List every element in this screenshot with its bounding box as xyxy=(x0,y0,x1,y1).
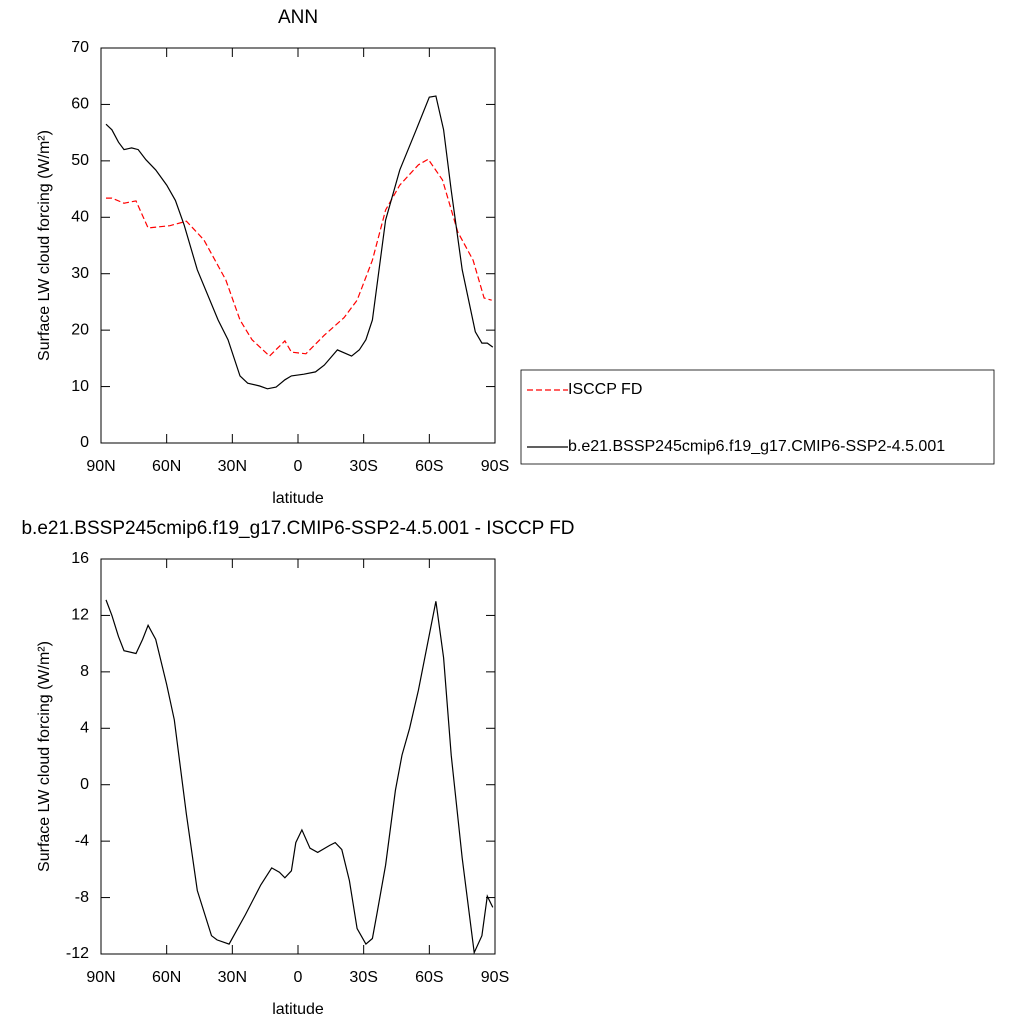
x-tick-label: 60N xyxy=(152,969,181,986)
y-tick-label: 20 xyxy=(71,321,89,338)
y-axis-label: Surface LW cloud forcing (W/m²) xyxy=(36,641,53,872)
y-tick-label: 12 xyxy=(71,607,89,624)
y-tick-label: 0 xyxy=(80,776,89,793)
legend-box xyxy=(520,369,995,465)
x-tick-label: 90N xyxy=(86,969,115,986)
x-axis-label: latitude xyxy=(272,490,324,507)
chart-title: b.e21.BSSP245cmip6.f19_g17.CMIP6-SSP2-4.… xyxy=(21,518,574,539)
x-tick-label: 60S xyxy=(415,969,443,986)
x-axis-label: latitude xyxy=(272,1001,324,1018)
y-tick-label: 10 xyxy=(71,378,89,395)
x-tick-label: 0 xyxy=(294,458,303,475)
data-line xyxy=(106,158,492,357)
x-tick-label: 90S xyxy=(481,969,509,986)
y-tick-label: -4 xyxy=(75,832,89,849)
y-tick-label: 16 xyxy=(71,550,89,567)
y-tick-label: -8 xyxy=(75,889,89,906)
x-tick-label: 30N xyxy=(218,458,247,475)
y-tick-label: 70 xyxy=(71,39,89,56)
x-tick-label: 60S xyxy=(415,458,443,475)
y-tick-label: 0 xyxy=(80,434,89,451)
y-tick-label: 30 xyxy=(71,265,89,282)
y-tick-label: 40 xyxy=(71,209,89,226)
y-tick-label: 50 xyxy=(71,152,89,169)
y-tick-label: 4 xyxy=(80,720,89,737)
y-tick-label: 8 xyxy=(80,663,89,680)
legend-label: b.e21.BSSP245cmip6.f19_g17.CMIP6-SSP2-4.… xyxy=(568,438,945,455)
x-tick-label: 60N xyxy=(152,458,181,475)
x-tick-label: 30N xyxy=(218,969,247,986)
x-tick-label: 0 xyxy=(294,969,303,986)
legend-label: ISCCP FD xyxy=(568,381,642,398)
x-tick-label: 30S xyxy=(349,458,377,475)
y-tick-label: -12 xyxy=(66,945,89,962)
data-line xyxy=(105,599,494,955)
x-tick-label: 30S xyxy=(349,969,377,986)
plot-frame xyxy=(100,47,496,444)
y-tick-label: 60 xyxy=(71,96,89,113)
data-line xyxy=(105,95,494,390)
y-axis-label: Surface LW cloud forcing (W/m²) xyxy=(36,130,53,361)
x-tick-label: 90S xyxy=(481,458,509,475)
plot-frame xyxy=(100,558,496,955)
x-tick-label: 90N xyxy=(86,458,115,475)
chart-title: ANN xyxy=(278,7,318,28)
